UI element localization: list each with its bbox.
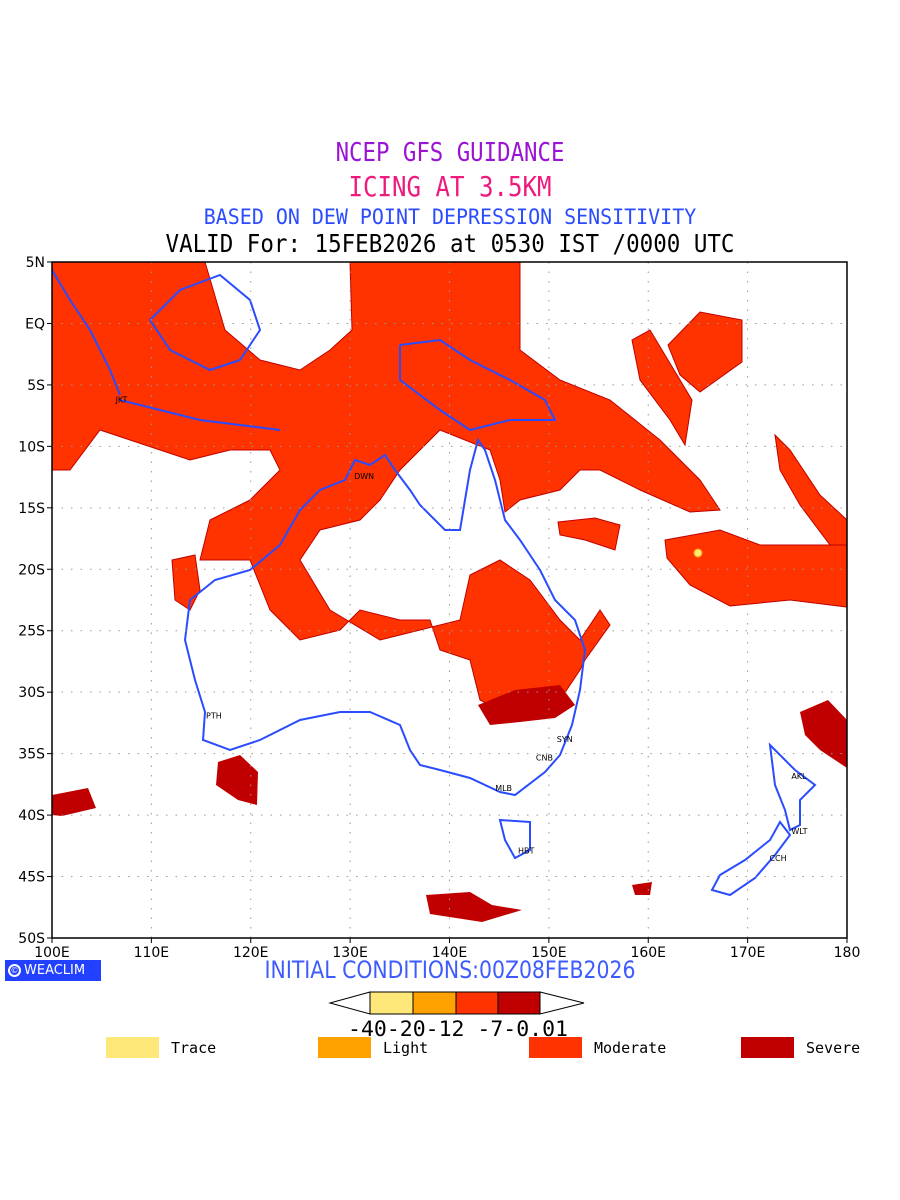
moderate-region-main [51,261,721,711]
tick-label-lat: 25S [18,624,45,640]
colorbar-moderate [455,991,499,1015]
moderate-region-fiji [664,529,848,608]
city-label-pth: PTH [206,712,222,721]
copyright-icon: © [8,964,21,977]
coast-tasmania [498,818,531,860]
legend-swatch [106,1037,159,1058]
icing-moderate [51,261,848,711]
legend-swatch [741,1037,794,1058]
weaclim-logo: © WEACLIM [5,960,101,981]
city-label-jkt: JKT [115,396,128,405]
legend-label: Moderate [594,1038,667,1057]
tick-label-lon: 140E [432,945,468,961]
title-line-2: ICING AT 3.5KM [348,170,552,203]
coast-new-guinea [399,338,557,432]
tick-label-lat: 45S [18,870,45,886]
tick-label-lat: EQ [25,316,45,332]
tick-label-lat: 40S [18,808,45,824]
coast-sumatra [51,269,121,396]
colorbar-left-arrow [328,991,371,1015]
severe-region-small [632,882,652,895]
axis-ticks: 100E 110E 120E 130E 140E 150E 160E 170E 180 5N EQ 5… [18,255,860,961]
moderate-region-wa [171,554,201,611]
legend-severe: Severe [741,1037,860,1058]
tick-label-lat: 15S [18,501,45,517]
city-labels: JKT DWN PTH SYN CNB MLB HBT AKL WLT CCH [115,396,808,863]
colorbar-right-arrow [539,991,585,1015]
tick-label-lat: 50S [18,931,45,947]
colorbar-severe [497,991,541,1015]
tick-label-lon: 150E [531,945,567,961]
severe-region-south [426,892,522,922]
city-label-wlt: WLT [791,827,807,836]
tick-label-lat: 35S [18,747,45,763]
tick-label-lat: 5N [26,255,45,271]
legend-light: Light [318,1037,428,1058]
moderate-region-coral [557,517,621,551]
tick-label-lat: 30S [18,685,45,701]
severe-region-west [52,788,96,816]
coastlines [51,269,817,897]
legend-label: Severe [806,1038,861,1057]
city-label-cnb: CNB [536,753,553,762]
moderate-region-streak [631,329,693,447]
tick-label-lon: 160E [630,945,666,961]
coast-borneo [149,273,262,372]
city-label-mlb: MLB [495,784,512,793]
coast-nz-north [768,742,817,832]
legend-label: Trace [171,1038,217,1057]
logo-text: WEACLIM [24,963,86,978]
severe-region-sw [216,755,258,805]
tick-label-lon: 180 [834,945,861,961]
coast-java [119,399,281,431]
tick-label-lon: 130E [332,945,368,961]
moderate-region-east-streak [774,433,848,546]
legend-trace: Trace [106,1037,216,1058]
city-label-hbt: HBT [518,847,535,856]
moderate-region-pacific [667,311,743,393]
tick-label-lon: 110E [134,945,170,961]
coast-nz-south [710,820,792,897]
tick-label-lat: 20S [18,562,45,578]
tick-label-lon: 120E [233,945,269,961]
colorbar-light [412,991,457,1015]
colorbar-trace [369,991,414,1015]
legend-swatch [529,1037,582,1058]
city-label-cch: CCH [769,854,786,863]
city-label-dwn: DWN [354,472,374,481]
tick-label-lat: 5S [27,378,45,394]
icing-severe [52,685,847,922]
coast-australia [183,437,587,797]
tick-label-lon: 170E [730,945,766,961]
legend-moderate: Moderate [529,1037,666,1058]
tick-label-lon: 100E [34,945,70,961]
colorbar [328,991,585,1015]
city-label-akl: AKL [791,772,807,781]
city-label-syn: SYN [557,735,573,744]
initial-conditions: INITIAL CONDITIONS:00Z08FEB2026 [264,956,636,984]
title-line-3: BASED ON DEW POINT DEPRESSION SENSITIVIT… [203,205,697,229]
severe-region-nsw [478,685,575,725]
title-line-1: NCEP GFS GUIDANCE [335,138,565,168]
legend-swatch [318,1037,371,1058]
icing-trace-spot [693,548,703,558]
valid-time: VALID For: 15FEB2026 at 0530 IST /0000 U… [165,229,735,258]
severe-region-tasman [800,700,847,768]
tick-label-lat: 10S [18,439,45,455]
legend-label: Light [383,1038,429,1057]
